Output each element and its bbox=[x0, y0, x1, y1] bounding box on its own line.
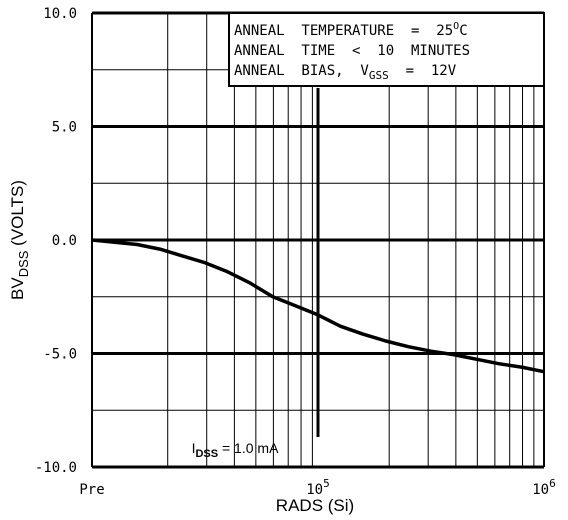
annotation-text: ANNEAL BIAS, V bbox=[234, 63, 369, 79]
marker-label-tail: = 1.0 mA bbox=[218, 440, 279, 456]
y-tick-label: 0.0 bbox=[52, 233, 77, 249]
annotation-tail: C bbox=[459, 23, 467, 39]
marker-label-sub: DSS bbox=[195, 448, 218, 460]
y-tick-labels: 10.0 5.0 0.0 -5.0 -10.0 bbox=[35, 6, 77, 476]
annotation-tail: = 12V bbox=[389, 63, 457, 79]
y-tick-label: -5.0 bbox=[43, 347, 77, 363]
annotation-line: ANNEAL TIME < 10 MINUTES bbox=[234, 43, 470, 59]
annotation-box bbox=[228, 12, 545, 87]
annotation-box-layer: ANNEAL TEMPERATURE = 25OC ANNEAL TIME < 1… bbox=[228, 12, 545, 87]
x-tick-label: Pre bbox=[79, 482, 104, 498]
marker-layer: IDSS = 1.0 mA bbox=[192, 88, 320, 460]
annotation-text: ANNEAL TIME < 10 MINUTES bbox=[234, 43, 470, 59]
x-tick-label: 105 bbox=[306, 477, 329, 498]
x-tick-base: 10 bbox=[532, 482, 549, 498]
x-tick-exponent: 5 bbox=[323, 477, 330, 490]
y-axis-label-sub: DSS bbox=[16, 250, 31, 277]
x-tick-exponent: 6 bbox=[549, 477, 556, 490]
y-tick-label: 5.0 bbox=[52, 120, 77, 136]
y-tick-label: 10.0 bbox=[43, 6, 77, 22]
x-axis-label: RADS (Si) bbox=[276, 496, 354, 515]
annotation-line: ANNEAL TEMPERATURE = 25OC bbox=[234, 21, 468, 39]
annotation-text: ANNEAL TEMPERATURE = 25 bbox=[234, 23, 453, 39]
annotation-line: ANNEAL BIAS, VGSS = 12V bbox=[234, 63, 457, 82]
y-axis-label-unit: (VOLTS) bbox=[8, 180, 27, 246]
grid bbox=[92, 11, 544, 469]
x-tick-base: 10 bbox=[306, 482, 323, 498]
marker-label-main: I bbox=[192, 440, 196, 456]
x-tick-labels: Pre 105 106 bbox=[79, 477, 555, 498]
marker-label: IDSS = 1.0 mA bbox=[192, 440, 279, 460]
annotation-superscript: O bbox=[453, 21, 459, 32]
x-tick-label: 106 bbox=[532, 477, 555, 498]
y-axis-label: BVDSS (VOLTS) bbox=[8, 180, 31, 300]
y-tick-label: -10.0 bbox=[35, 460, 77, 476]
y-axis-label-main: BV bbox=[8, 277, 27, 300]
annotation-subscript: GSS bbox=[369, 69, 389, 82]
svg-text:BVDSS (VOLTS): BVDSS (VOLTS) bbox=[8, 180, 31, 300]
